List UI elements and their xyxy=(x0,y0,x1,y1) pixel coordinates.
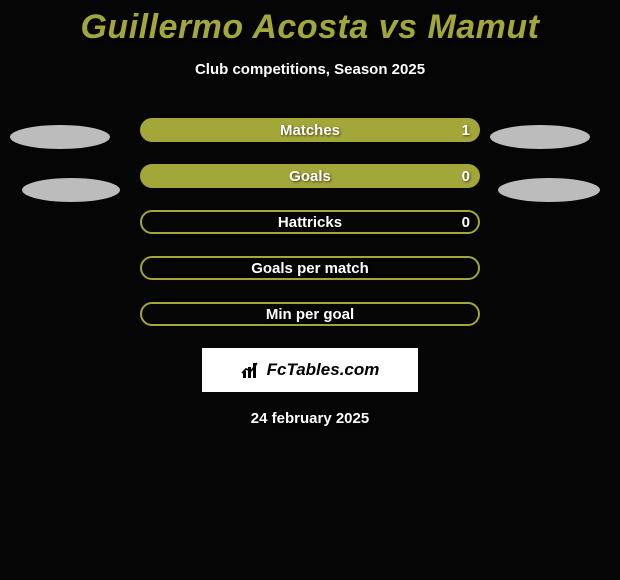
stat-bars: Matches1Goals0Hattricks0Goals per matchM… xyxy=(0,118,620,326)
stat-bar-label: Matches xyxy=(140,118,480,142)
subtitle: Club competitions, Season 2025 xyxy=(0,61,620,78)
stat-bar: Min per goal xyxy=(140,302,480,326)
stat-bar-label: Goals xyxy=(140,164,480,188)
page-title: Guillermo Acosta vs Mamut xyxy=(0,0,620,47)
stat-bar: Hattricks0 xyxy=(140,210,480,234)
chart-icon xyxy=(241,360,263,380)
date-label: 24 february 2025 xyxy=(0,410,620,427)
brand-text: FcTables.com xyxy=(267,360,380,380)
stat-bar-value: 1 xyxy=(462,118,470,142)
stat-bar-value: 0 xyxy=(462,164,470,188)
stat-bar: Goals per match xyxy=(140,256,480,280)
decorative-ellipse xyxy=(22,178,120,202)
stat-bar-label: Min per goal xyxy=(140,302,480,326)
stat-bar: Goals0 xyxy=(140,164,480,188)
brand-badge: FcTables.com xyxy=(202,348,418,392)
stat-bar-value: 0 xyxy=(462,210,470,234)
stat-bar: Matches1 xyxy=(140,118,480,142)
stat-bar-label: Hattricks xyxy=(140,210,480,234)
decorative-ellipse xyxy=(498,178,600,202)
decorative-ellipse xyxy=(490,125,590,149)
stat-bar-label: Goals per match xyxy=(140,256,480,280)
decorative-ellipse xyxy=(10,125,110,149)
